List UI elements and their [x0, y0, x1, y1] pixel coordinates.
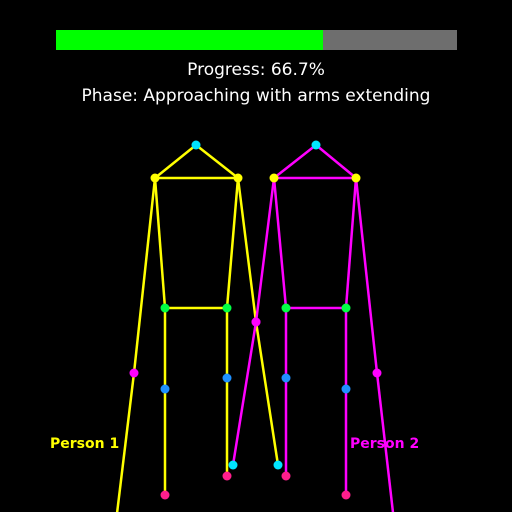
person-1-right-knee-joint — [222, 373, 232, 383]
person-1-bone-right-shoulder-to-right-hip — [225, 177, 240, 309]
person-1-left-knee-joint — [160, 384, 170, 394]
person-2-right-shoulder-joint — [351, 173, 361, 183]
person-2-bone-left-shoulder-to-left-elbow — [254, 177, 276, 323]
person-2-right-elbow-joint — [372, 368, 382, 378]
person-2-bone-right-shoulder-to-right-hip — [344, 177, 358, 309]
person-2-left-shoulder-joint — [269, 173, 279, 183]
person-1-bone-left-shoulder-to-left-hip — [153, 177, 167, 309]
person-2-right-hip-joint — [341, 303, 351, 313]
person-1-bone-left-elbow-to-left-wrist — [115, 372, 136, 512]
person-2-bone-head-to-right-shoulder — [315, 144, 357, 179]
person-2-left-ankle-joint — [281, 471, 291, 481]
person-2-bone-left-shoulder-to-left-hip — [272, 177, 288, 309]
person-2-left-wrist-joint — [228, 460, 238, 470]
person-1-left-hip-joint — [160, 303, 170, 313]
progress-bar-fill — [56, 30, 324, 50]
person-2-left-hip-joint — [281, 303, 291, 313]
person-1-bone-head-to-left-shoulder — [154, 144, 197, 179]
person-1-left-ankle-joint — [160, 490, 170, 500]
person-2-bone-left-elbow-to-left-wrist — [231, 321, 258, 466]
person-2-label: Person 2 — [350, 436, 420, 452]
person-2-skeleton — [228, 140, 395, 512]
person-2-right-knee-joint — [341, 384, 351, 394]
phase-text: Phase: Approaching with arms extending — [81, 86, 431, 106]
person-2-left-knee-joint — [281, 373, 291, 383]
progress-text: Progress: 66.7% — [187, 60, 325, 80]
person-1-label: Person 1 — [50, 436, 120, 452]
person-1-head-joint — [191, 140, 201, 150]
person-1-bone-right-elbow-to-right-wrist — [254, 321, 280, 466]
person-2-head-joint — [311, 140, 321, 150]
person-1-left-elbow-joint — [129, 368, 139, 378]
person-1-bone-right-shoulder-to-right-elbow — [236, 177, 258, 323]
person-1-skeleton — [115, 140, 283, 512]
person-2-bone-head-to-left-shoulder — [273, 144, 317, 179]
person-1-bone-head-to-right-shoulder — [195, 144, 239, 179]
person-1-right-wrist-joint — [273, 460, 283, 470]
person-2-right-ankle-joint — [341, 490, 351, 500]
person-2-left-elbow-joint — [251, 317, 261, 327]
person-1-right-hip-joint — [222, 303, 232, 313]
person-2-bone-right-shoulder-to-right-elbow — [354, 177, 379, 374]
person-1-left-shoulder-joint — [150, 173, 160, 183]
person-1-bone-left-shoulder-to-left-elbow — [132, 177, 157, 374]
progress-bar — [56, 30, 457, 50]
person-1-right-shoulder-joint — [233, 173, 243, 183]
person-1-right-ankle-joint — [222, 471, 232, 481]
person-2-bone-right-elbow-to-right-wrist — [375, 372, 395, 512]
